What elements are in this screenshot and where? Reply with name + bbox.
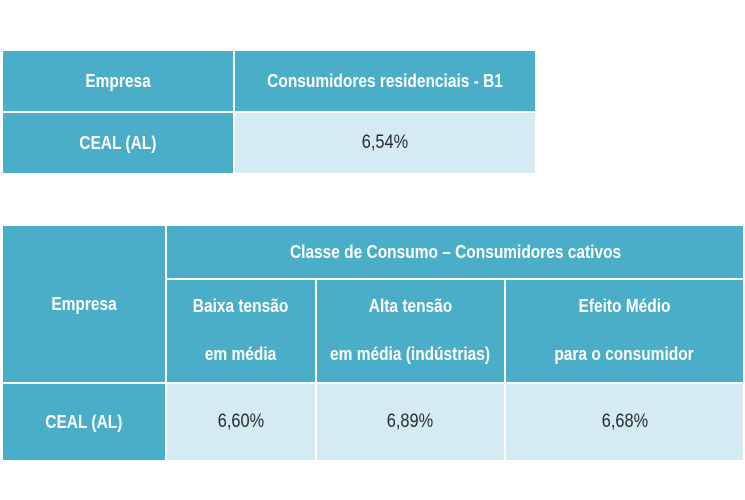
header-cell-average-effect: Efeito Médio para o consumidor: [504, 278, 745, 384]
header-cell-high-voltage: Alta tensão em média (indústrias): [314, 278, 507, 384]
header-cell-group: Classe de Consumo – Consumidores cativos: [165, 224, 745, 280]
header-cell-company: Empresa: [1, 49, 235, 113]
header-company: Empresa: [51, 293, 117, 315]
header-average-effect-line1: Efeito Médio: [578, 283, 671, 329]
tariff-table-residential: Empresa Consumidores residenciais - B1 C…: [1, 49, 537, 175]
header-company: Empresa: [85, 70, 151, 92]
row-value-cell: 6,54%: [233, 111, 537, 175]
row-value-cell: 6,89%: [314, 382, 507, 462]
header-consumption-class: Classe de Consumo – Consumidores cativos: [289, 241, 621, 263]
header-high-voltage-line2: em média (indústrias): [330, 331, 491, 377]
header-low-voltage-line1: Baixa tensão: [193, 283, 289, 329]
row-company: CEAL (AL): [79, 132, 157, 154]
header-low-voltage-line2: em média: [205, 331, 277, 377]
tariff-table-consumption-class: Empresa Classe de Consumo – Consumidores…: [0, 224, 745, 462]
header-high-voltage-line1: Alta tensão: [368, 283, 453, 329]
row-value-residential: 6,54%: [361, 132, 409, 153]
row-company-cell: CEAL (AL): [0, 382, 168, 462]
row-company-cell: CEAL (AL): [1, 111, 235, 175]
header-average-effect-line2: para o consumidor: [554, 331, 695, 377]
header-cell-low-voltage: Baixa tensão em média: [165, 278, 317, 384]
row-value-average-effect: 6,68%: [601, 411, 648, 432]
table-row: CEAL (AL) 6,60% 6,89% 6,68%: [0, 382, 745, 462]
row-value-cell: 6,60%: [165, 382, 317, 462]
row-company: CEAL (AL): [45, 411, 123, 433]
header-cell-company: Empresa: [0, 224, 168, 384]
row-value-low-voltage: 6,60%: [217, 411, 265, 432]
table-row: CEAL (AL) 6,54%: [1, 111, 537, 175]
header-cell-residential: Consumidores residenciais - B1: [233, 49, 537, 113]
header-residential-b1: Consumidores residenciais - B1: [267, 70, 503, 92]
row-value-high-voltage: 6,89%: [387, 411, 434, 432]
row-value-cell: 6,68%: [504, 382, 745, 462]
